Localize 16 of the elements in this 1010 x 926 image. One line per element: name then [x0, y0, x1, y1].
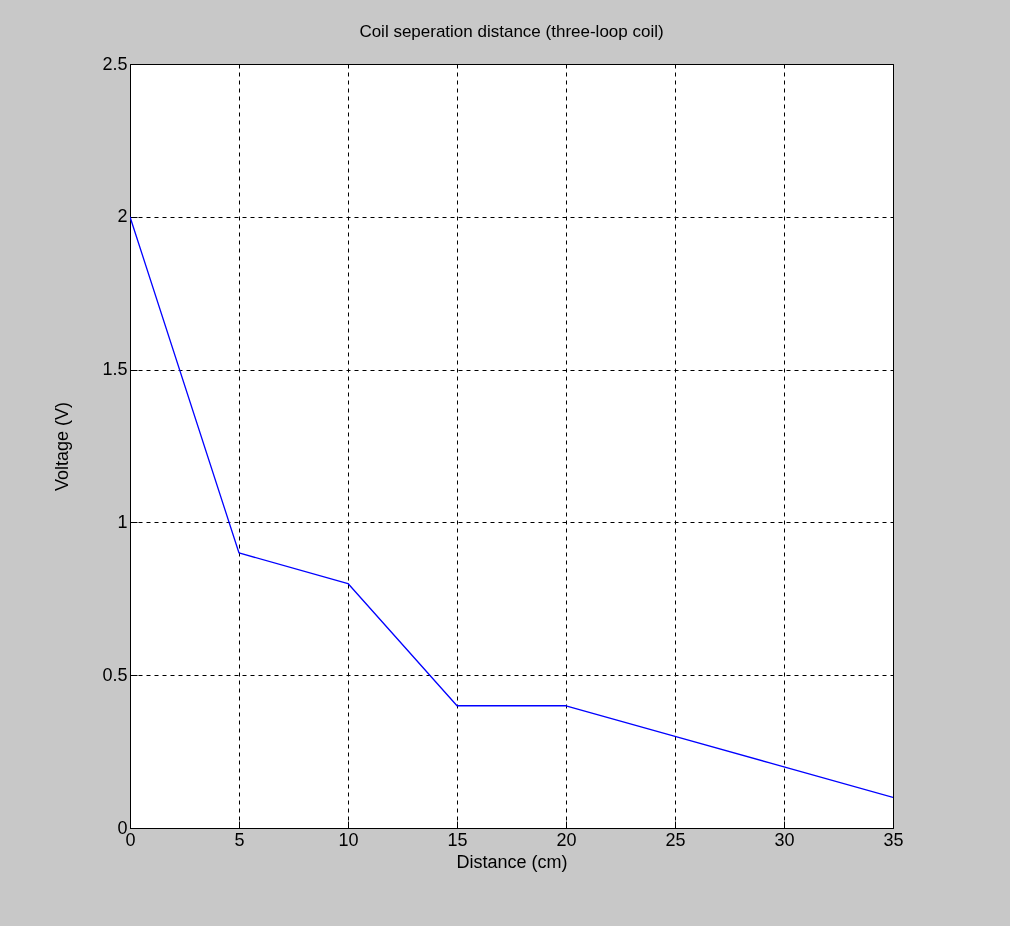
y-tick-label: 0.5	[102, 664, 128, 685]
y-tick-label: 1.5	[102, 359, 128, 380]
y-tick-label: 2	[117, 206, 128, 227]
chart-title: Coil seperation distance (three-loop coil)	[359, 22, 664, 41]
line-series	[130, 216, 893, 799]
x-tick-label: 30	[774, 829, 795, 850]
y-tick-label: 2.5	[102, 53, 128, 74]
x-tick-label: 10	[338, 829, 359, 850]
x-tick-label: 35	[883, 829, 904, 850]
x-tick-label: 15	[447, 829, 468, 850]
y-axis-title: Voltage (V)	[52, 401, 73, 492]
x-tick-label: 5	[234, 829, 245, 850]
x-axis-title: Distance (cm)	[456, 851, 568, 872]
x-tick-label: 25	[665, 829, 686, 850]
x-tick-label: 20	[556, 829, 577, 850]
y-tick-label: 1	[117, 511, 128, 532]
